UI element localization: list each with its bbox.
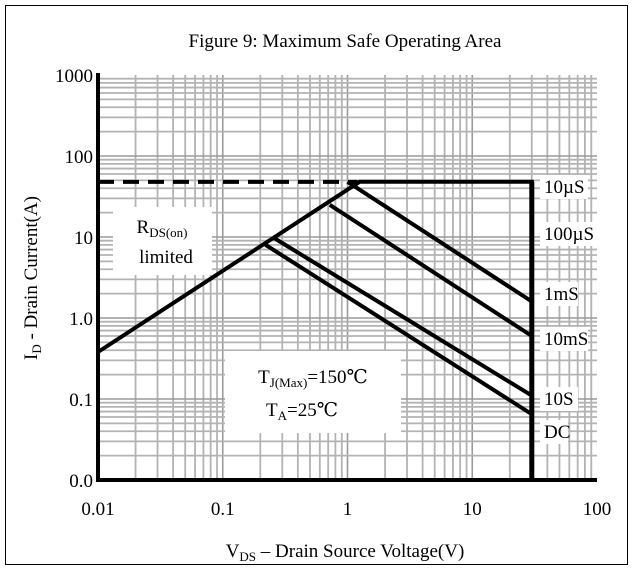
series-label: DC — [544, 422, 570, 443]
series-line — [328, 203, 533, 338]
axes — [96, 73, 597, 482]
x-tick-label: 1 — [343, 499, 353, 520]
series-label: 10S — [544, 389, 574, 410]
x-tick-label: 0.1 — [211, 499, 235, 520]
series-label: 10mS — [544, 329, 588, 350]
y-tick-label: 100 — [65, 147, 94, 168]
ta-label-rest: =25℃ — [287, 400, 338, 421]
tj-label-main: T — [258, 367, 270, 388]
series-label-bg — [540, 327, 588, 351]
series-label-bg — [540, 387, 578, 411]
series-label: 100µS — [544, 224, 594, 245]
y-axis-label-rest: - Drain Current(A) — [21, 196, 42, 344]
series-label-bg — [540, 175, 588, 199]
rds-label: RDS(on) — [137, 217, 188, 240]
tj-label-rest: =150℃ — [307, 367, 367, 388]
y-tick-label: 10 — [74, 228, 93, 249]
rds-label-main: R — [137, 217, 150, 238]
y-axis-label-main: I — [21, 354, 42, 360]
rds-annotation-box — [113, 207, 212, 275]
series-line — [346, 180, 533, 304]
annotations: RDS(on)limitedTJ(Max)=150℃TA=25℃10µS100µ… — [113, 175, 598, 444]
rds-label-sub: DS(on) — [149, 225, 187, 240]
series-label-bg — [540, 420, 568, 444]
y-tick-label: 0.1 — [69, 390, 93, 411]
series-line — [264, 243, 533, 416]
temp-annotation-box — [225, 351, 401, 433]
ta-label: TA=25℃ — [266, 400, 338, 423]
figure-frame — [5, 5, 628, 565]
rds-limited-label: limited — [139, 247, 193, 268]
series-label-bg — [540, 282, 578, 306]
series-line — [271, 235, 533, 398]
y-tick-label: 1000 — [55, 66, 93, 87]
x-tick-label: 100 — [583, 499, 612, 520]
x-axis-label-rest: – Drain Source Voltage(V) — [256, 541, 464, 562]
ta-label-main: T — [266, 400, 278, 421]
y-tick-label: 1.0 — [69, 309, 93, 330]
y-axis-label: ID - Drain Current(A) — [21, 196, 44, 360]
x-tick-label: 10 — [463, 499, 482, 520]
ta-label-sub: A — [278, 408, 288, 423]
tick-labels: 0.01 0.1 1 10 100 0.0 0.1 1.0 10 100 1000 — [55, 66, 611, 520]
x-axis-label-main: V — [226, 541, 240, 562]
x-tick-label: 0.01 — [81, 499, 114, 520]
series-label-bg — [540, 222, 598, 246]
series-lines — [96, 179, 535, 480]
series-label: 1mS — [544, 284, 579, 305]
tj-label: TJ(Max)=150℃ — [258, 367, 368, 390]
x-axis-label: VDS – Drain Source Voltage(V) — [226, 541, 465, 564]
tj-label-sub: J(Max) — [270, 375, 308, 390]
series-label: 10µS — [544, 177, 585, 198]
y-tick-label: 0.0 — [69, 471, 93, 492]
chart-title: Figure 9: Maximum Safe Operating Area — [189, 31, 502, 52]
x-axis-label-sub: DS — [239, 549, 256, 564]
y-axis-label-sub: D — [29, 344, 44, 353]
